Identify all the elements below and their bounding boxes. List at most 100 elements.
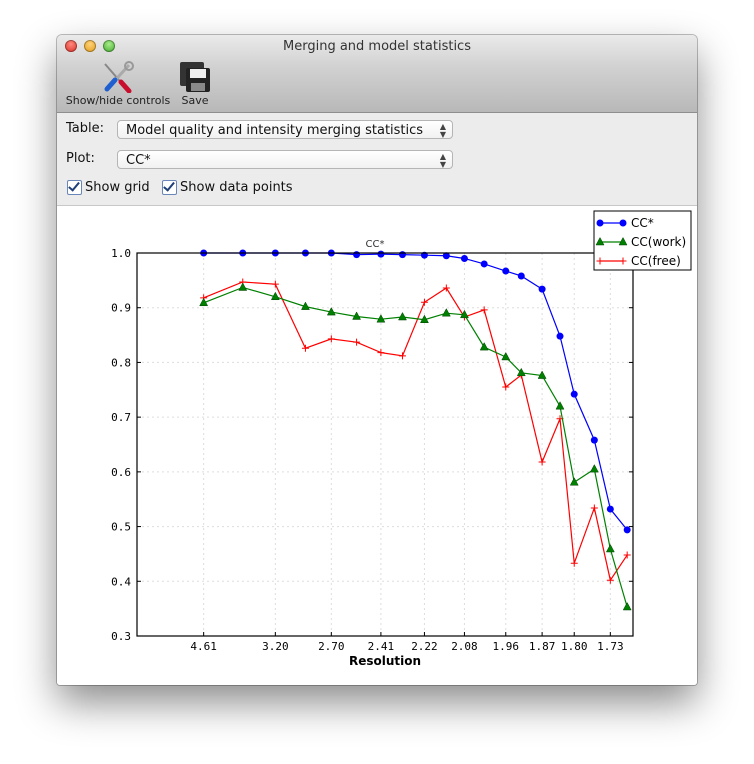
zoom-button[interactable] [103, 40, 115, 52]
save-label: Save [181, 94, 209, 107]
series-cc-free- [200, 278, 631, 584]
window-title: Merging and model statistics [283, 39, 471, 54]
data-point-circle [480, 260, 488, 268]
x-tick-label: 1.73 [597, 640, 624, 653]
checkbox-checked-icon [67, 180, 82, 195]
data-point-triangle [326, 307, 336, 316]
data-point-circle [517, 272, 525, 280]
y-tick-label: 0.4 [111, 575, 131, 588]
data-point-triangle [270, 291, 280, 301]
data-point-plus [480, 306, 488, 314]
data-point-plus [301, 344, 309, 352]
data-point-plus [596, 257, 604, 265]
title-bar: Merging and model statistics Show/hide c… [57, 35, 697, 113]
y-tick-label: 1.0 [111, 247, 131, 260]
plot-select[interactable]: CC* ▲ ▼ [117, 150, 453, 169]
controls-panel: Table: Model quality and intensity mergi… [57, 113, 697, 206]
data-point-triangle [555, 401, 565, 410]
data-point-circle [460, 254, 468, 262]
data-point-plus [327, 335, 335, 343]
y-tick-label: 0.6 [111, 466, 131, 479]
y-tick-label: 0.8 [111, 356, 131, 369]
plot-area: CC* 4.61 3.20 2.70 2.41 2.22 2.08 1.96 1.87 1.80… [57, 206, 697, 685]
data-point-plus [619, 257, 627, 265]
data-point-plus [623, 551, 631, 559]
show-grid-label: Show grid [85, 180, 150, 195]
x-tick-label: 2.08 [451, 640, 478, 653]
data-point-circle [353, 251, 361, 259]
legend-item: CC* [596, 216, 654, 230]
data-point-circle [398, 251, 406, 259]
series-cc-work- [199, 282, 632, 611]
save-icon [180, 62, 210, 92]
data-point-circle [556, 332, 564, 340]
minimize-button[interactable] [84, 40, 96, 52]
data-point-circle [619, 219, 627, 227]
close-button[interactable] [65, 40, 77, 52]
data-point-triangle [595, 236, 605, 246]
data-point-triangle [479, 342, 489, 351]
chart-title: CC* [366, 239, 385, 250]
table-label: Table: [66, 121, 104, 136]
data-point-circle [596, 219, 604, 227]
x-tick-label: 3.20 [262, 640, 289, 653]
data-point-triangle [238, 282, 248, 291]
data-point-triangle [605, 543, 615, 553]
y-tick-label: 0.9 [111, 302, 131, 315]
data-point-plus [442, 284, 450, 292]
tools-icon [104, 61, 134, 93]
series-cc- [200, 249, 631, 534]
x-tick-label: 2.22 [411, 640, 438, 653]
show-data-points-label: Show data points [180, 180, 293, 195]
data-point-triangle [618, 236, 628, 246]
x-tick-label: 1.96 [493, 640, 520, 653]
y-tick-label: 0.5 [111, 521, 131, 534]
x-axis-label: Resolution [349, 654, 421, 668]
select-arrows-icon: ▲ ▼ [439, 122, 446, 139]
select-arrows-icon: ▲ ▼ [439, 152, 446, 169]
table-select-value: Model quality and intensity merging stat… [126, 123, 424, 138]
data-point-circle [590, 436, 598, 444]
data-point-triangle [589, 464, 599, 473]
data-point-circle [502, 267, 510, 275]
legend-box [593, 210, 692, 271]
x-tick-label: 1.80 [561, 640, 588, 653]
show-data-points-checkbox[interactable]: Show data points [162, 180, 293, 195]
show-grid-checkbox[interactable]: Show grid [67, 180, 150, 195]
data-point-triangle [516, 367, 526, 377]
data-point-triangle [376, 314, 386, 323]
data-point-plus [377, 349, 385, 357]
data-point-circle [623, 526, 631, 534]
app-window: Merging and model statistics Show/hide c… [57, 35, 697, 685]
data-point-triangle [537, 370, 547, 379]
legend-item: CC(work) [595, 235, 686, 249]
y-tick-label: 0.7 [111, 411, 131, 424]
data-point-circle [606, 505, 614, 513]
x-tick-label: 4.61 [190, 640, 217, 653]
y-tick-label: 0.3 [111, 630, 131, 643]
x-tick-label: 1.87 [529, 640, 556, 653]
save-button[interactable]: Save [179, 61, 211, 107]
data-point-plus [353, 338, 361, 346]
table-select[interactable]: Model quality and intensity merging stat… [117, 120, 453, 139]
data-point-circle [377, 250, 385, 258]
data-point-plus [271, 280, 279, 288]
data-point-plus [502, 383, 510, 391]
data-point-triangle [301, 301, 310, 310]
data-point-plus [398, 352, 406, 360]
data-point-triangle [420, 314, 429, 324]
data-point-triangle [622, 601, 632, 611]
axes-frame [136, 252, 634, 637]
series-line [203, 286, 628, 608]
show-hide-controls-label: Show/hide controls [65, 94, 171, 107]
data-point-triangle [352, 311, 361, 320]
data-point-plus [538, 458, 546, 466]
data-point-triangle [398, 311, 407, 321]
data-point-triangle [460, 309, 469, 319]
plot-label: Plot: [66, 151, 95, 166]
show-hide-controls-button[interactable]: Show/hide controls [65, 61, 171, 107]
data-point-triangle [199, 297, 209, 307]
legend-item: CC(free) [596, 254, 681, 268]
chart: CC* 4.61 3.20 2.70 2.41 2.22 2.08 1.96 1.87 1.80… [111, 210, 692, 668]
legend-label: CC(work) [631, 235, 686, 249]
